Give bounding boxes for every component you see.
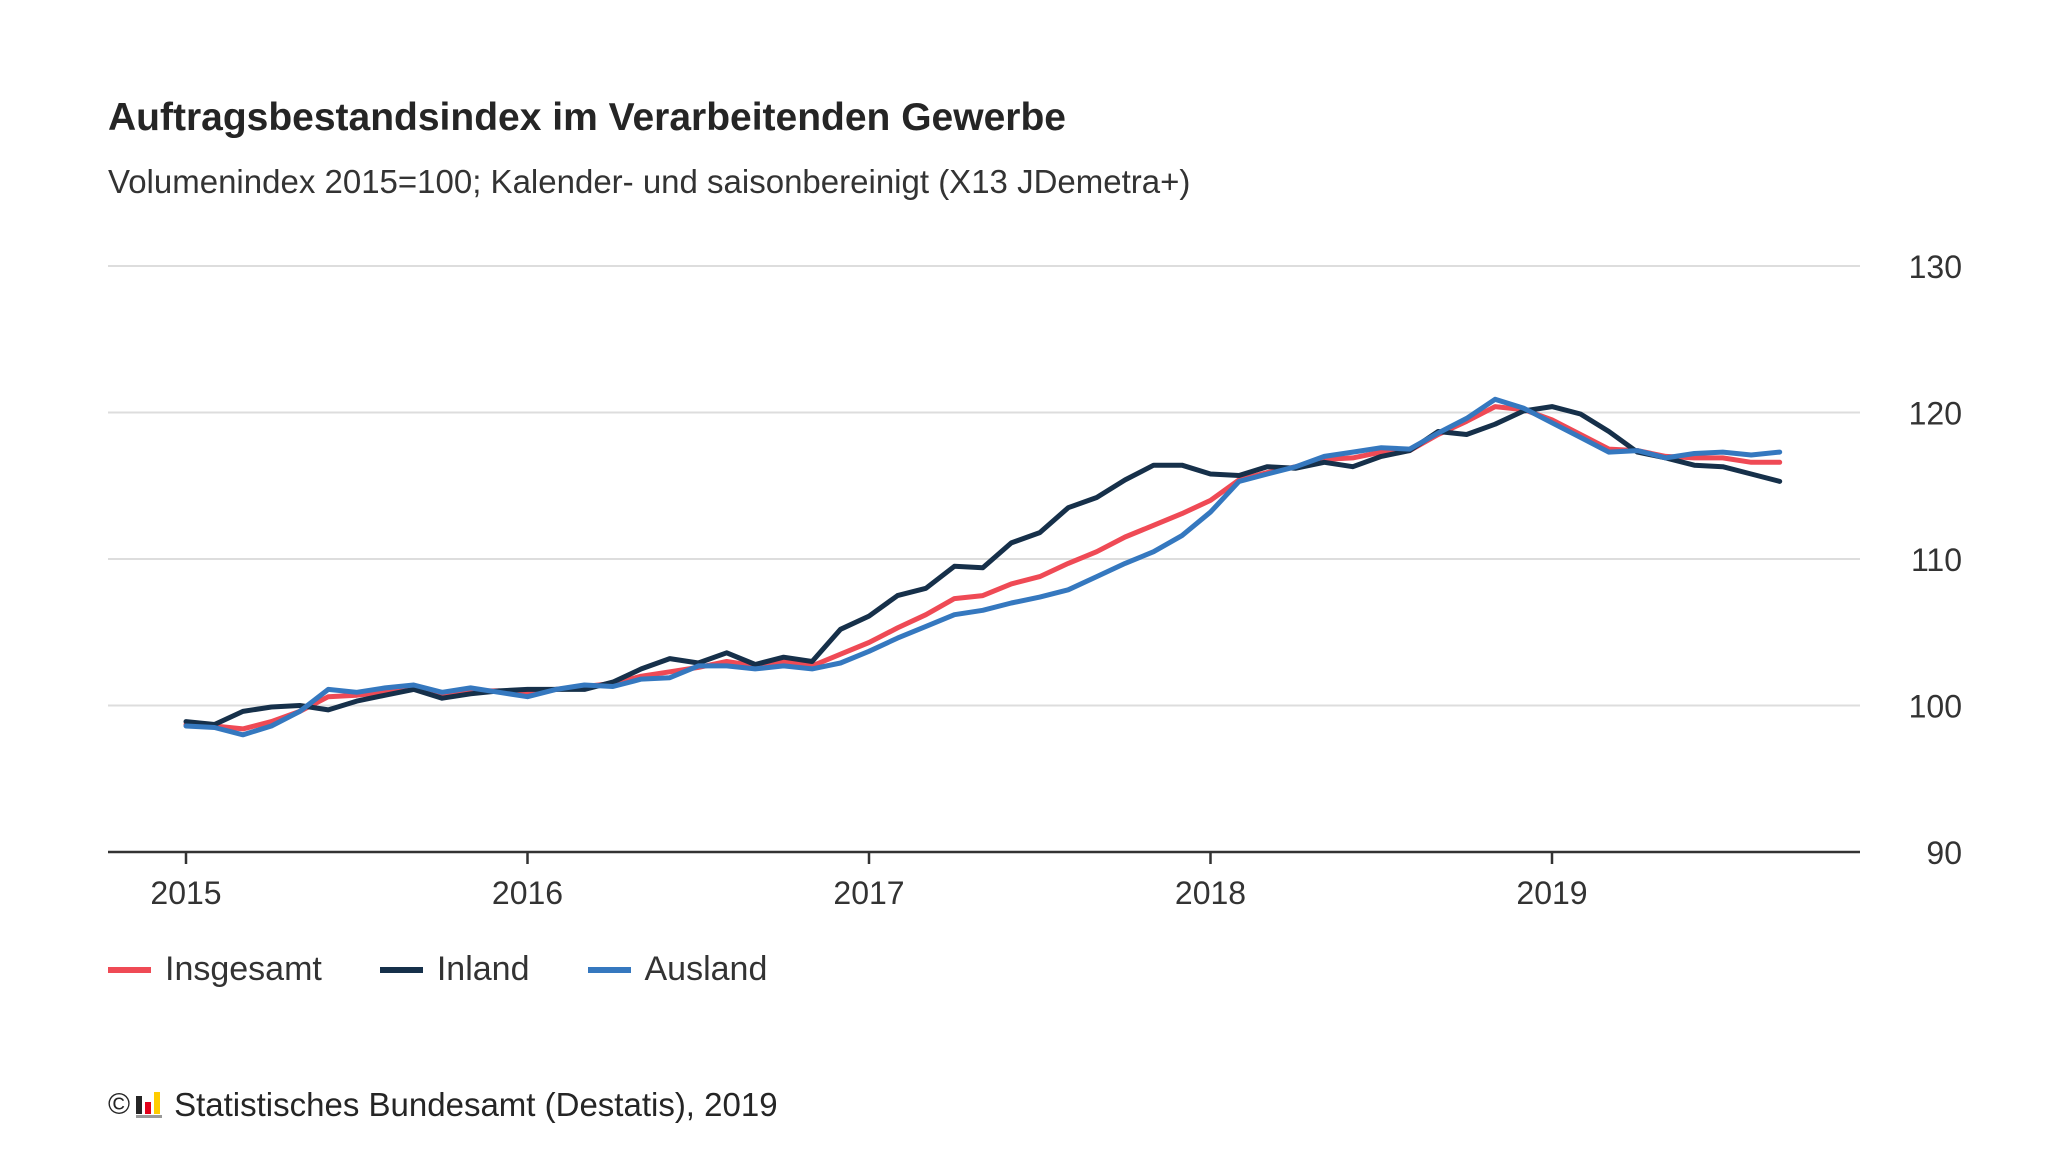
y-tick-label-110: 110 — [1911, 542, 1962, 578]
legend-swatch-ausland — [587, 966, 631, 973]
x-tick-label-2017: 2017 — [833, 875, 904, 911]
chart-subtitle: Volumenindex 2015=100; Kalender- und sai… — [108, 163, 1191, 200]
legend: Insgesamt Inland Ausland — [108, 950, 825, 989]
x-axis: 2015 2016 2017 2018 2019 — [108, 850, 1860, 911]
x-tick-label-2018: 2018 — [1175, 875, 1246, 911]
y-tick-labels: 90 100 110 120 130 — [1909, 249, 1962, 871]
legend-swatch-insgesamt — [108, 966, 151, 973]
series-line-inland — [183, 404, 1783, 727]
source-footer: © Statistisches Bundesamt (Destatis), 20… — [108, 1086, 778, 1124]
x-tick-label-2016: 2016 — [492, 875, 563, 911]
legend-item-insgesamt[interactable]: Insgesamt — [108, 950, 322, 989]
x-tick-label-2015: 2015 — [150, 875, 221, 911]
legend-swatch-inland — [379, 966, 423, 973]
chart-title: Auftragsbestandsindex im Verarbeitenden … — [108, 96, 1066, 139]
y-tick-label-100: 100 — [1909, 689, 1962, 725]
copyright-symbol: © — [108, 1088, 131, 1121]
source-text: Statistisches Bundesamt (Destatis), 2019 — [174, 1086, 778, 1123]
legend-item-inland[interactable]: Inland — [379, 950, 530, 989]
legend-label-insgesamt: Insgesamt — [165, 950, 322, 988]
legend-label-inland: Inland — [436, 950, 530, 988]
y-tick-label-90: 90 — [1926, 835, 1962, 871]
legend-label-ausland: Ausland — [644, 950, 768, 988]
legend-item-ausland[interactable]: Ausland — [587, 950, 768, 989]
series-line-ausland — [183, 396, 1783, 738]
x-tick-label-2019: 2019 — [1516, 875, 1587, 911]
destatis-logo-icon — [136, 1092, 163, 1118]
grid-lines — [108, 265, 1860, 707]
y-tick-label-120: 120 — [1909, 396, 1962, 432]
series-lines — [183, 396, 1783, 738]
y-tick-label-130: 130 — [1909, 249, 1962, 285]
